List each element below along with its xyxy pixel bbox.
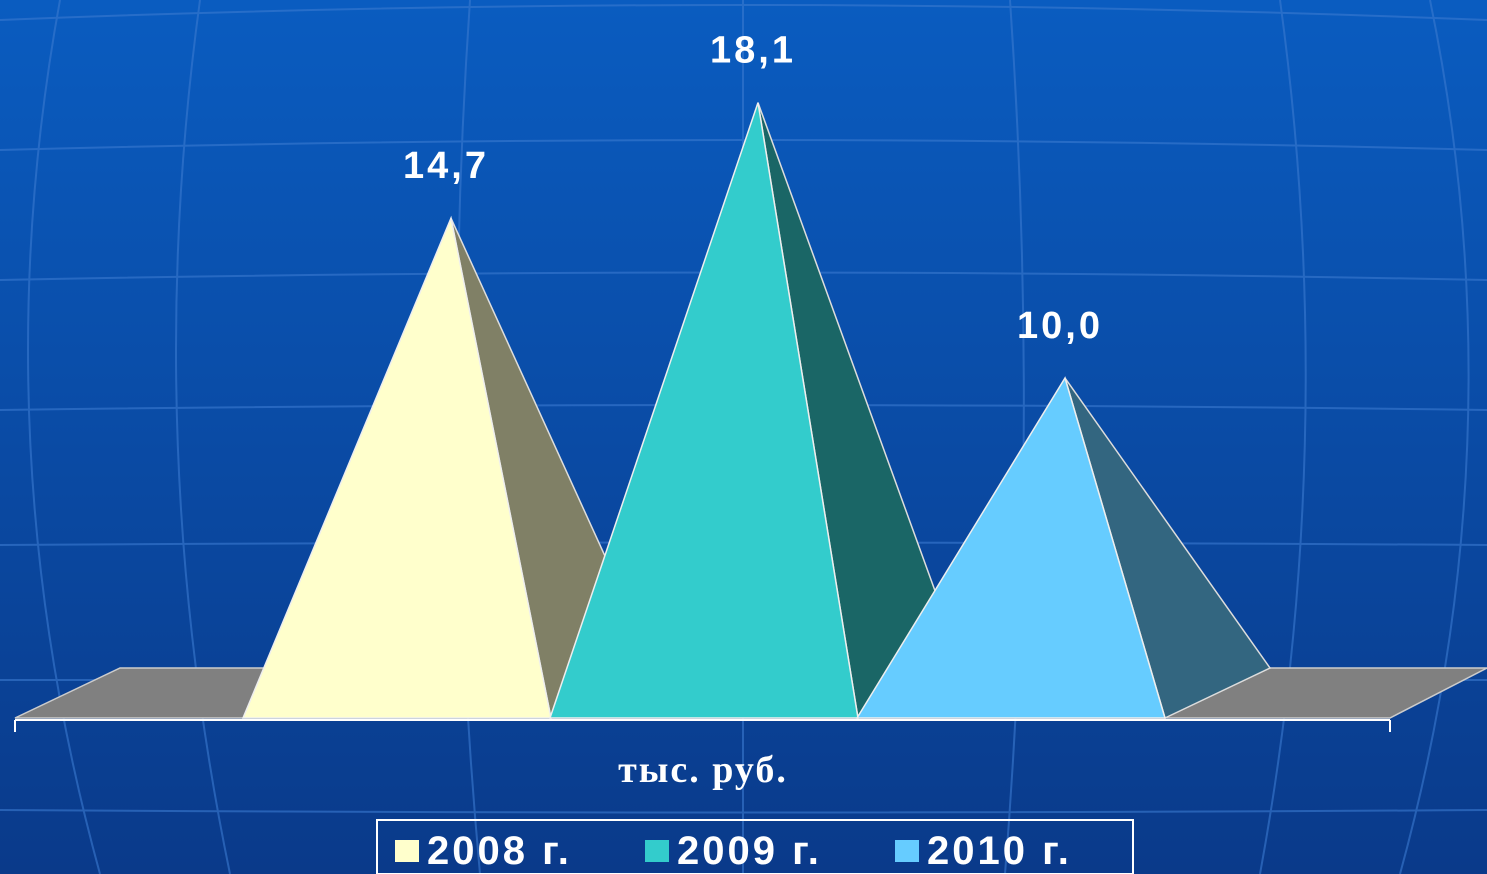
value-label: 18,1: [710, 30, 796, 72]
value-label: 10,0: [1017, 305, 1103, 347]
value-label: 14,7: [403, 145, 489, 187]
legend-swatch: [645, 840, 669, 862]
legend-box: [376, 819, 1134, 874]
legend-swatch: [895, 840, 919, 862]
category-label: тыс. руб.: [618, 749, 788, 791]
pyramid: [241, 215, 552, 719]
pyramid: [548, 102, 859, 719]
legend-label: 2009 г.: [677, 829, 822, 873]
pyramid: [855, 376, 1167, 719]
legend-label: 2008 г.: [427, 829, 572, 873]
legend-swatch: [395, 840, 419, 862]
legend-label: 2010 г.: [927, 829, 1072, 873]
